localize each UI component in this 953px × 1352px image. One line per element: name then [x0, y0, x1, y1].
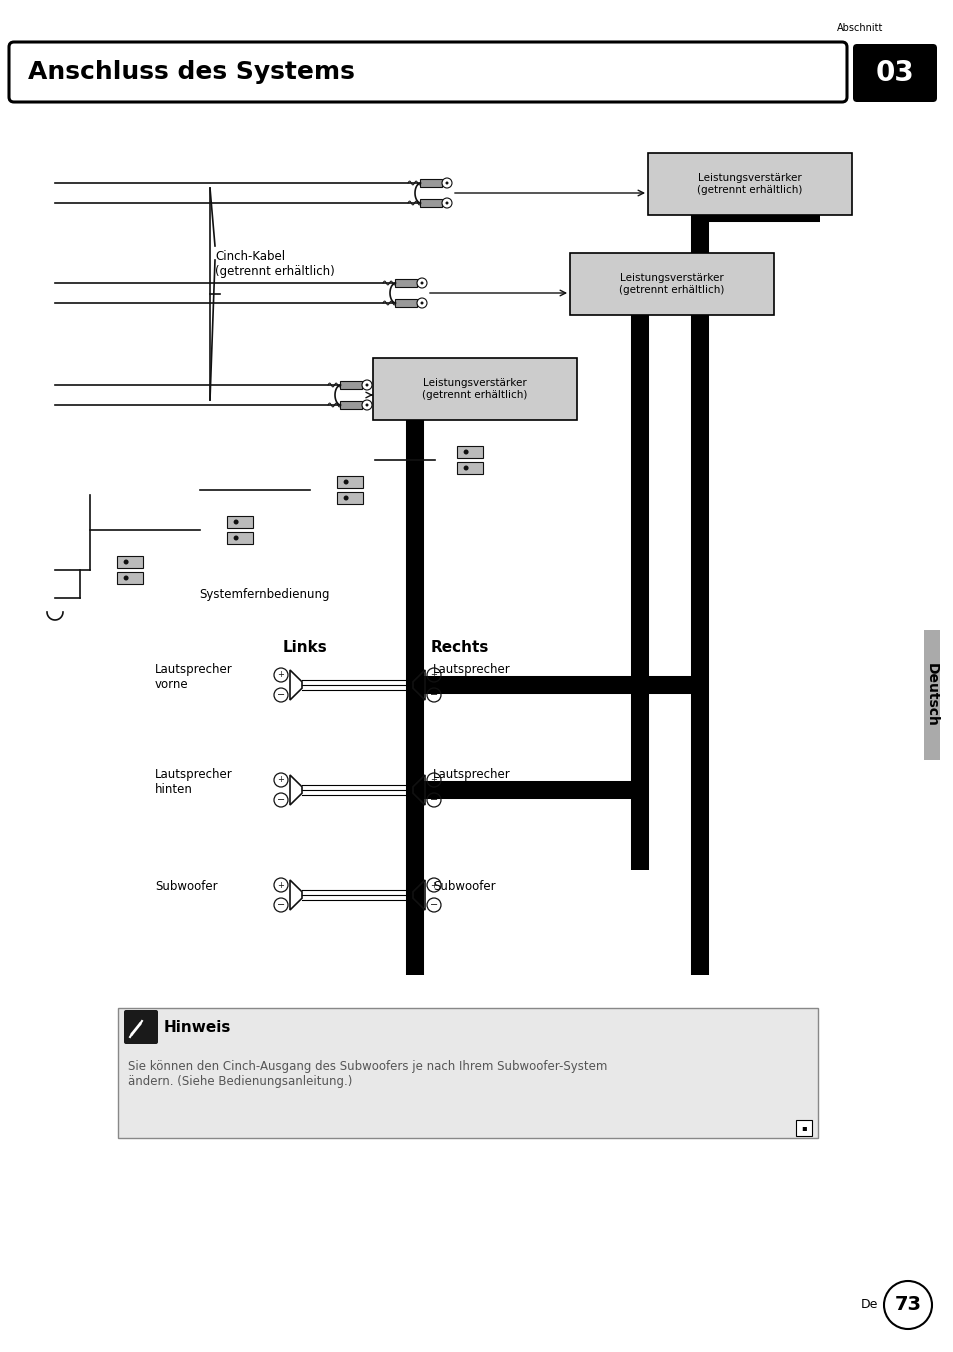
Text: Rechts: Rechts [431, 641, 489, 656]
Circle shape [420, 301, 423, 304]
Text: Lautsprecher
hinten: Lautsprecher hinten [154, 768, 233, 796]
Circle shape [365, 403, 368, 407]
FancyBboxPatch shape [852, 45, 936, 101]
Bar [456, 446, 482, 458]
Bar [336, 476, 363, 488]
FancyBboxPatch shape [9, 42, 846, 101]
Text: Lautsprecher
vorne: Lautsprecher vorne [154, 662, 233, 691]
Circle shape [416, 297, 427, 308]
Text: De: De [860, 1298, 877, 1311]
Circle shape [124, 560, 129, 565]
Text: Sie können den Cinch-Ausgang des Subwoofers je nach Ihrem Subwoofer-System
änder: Sie können den Cinch-Ausgang des Subwoof… [128, 1060, 607, 1088]
Circle shape [420, 281, 423, 284]
Text: 73: 73 [894, 1295, 921, 1314]
Text: Cinch-Kabel
(getrennt erhältlich): Cinch-Kabel (getrennt erhältlich) [214, 250, 335, 279]
Bar [117, 572, 143, 584]
Circle shape [365, 384, 368, 387]
Text: +: + [430, 880, 437, 890]
Text: +: + [277, 880, 284, 890]
Bar [227, 516, 253, 529]
Text: Subwoofer: Subwoofer [433, 880, 496, 894]
Circle shape [361, 400, 372, 410]
Circle shape [416, 279, 427, 288]
Bar [395, 279, 416, 287]
Circle shape [445, 181, 448, 184]
Circle shape [343, 480, 348, 484]
Bar [795, 1119, 811, 1136]
FancyBboxPatch shape [373, 358, 577, 420]
Bar [923, 630, 939, 760]
Text: −: − [276, 795, 285, 804]
Text: Systemfernbedienung: Systemfernbedienung [199, 588, 330, 602]
Text: Subwoofer: Subwoofer [154, 880, 217, 894]
Text: −: − [430, 690, 437, 700]
Circle shape [343, 495, 348, 500]
Text: +: + [277, 671, 284, 680]
FancyBboxPatch shape [124, 1010, 158, 1044]
Text: Leistungsverstärker
(getrennt erhältlich): Leistungsverstärker (getrennt erhältlich… [697, 173, 801, 195]
FancyBboxPatch shape [569, 253, 773, 315]
Text: Deutsch: Deutsch [924, 662, 938, 727]
Text: −: − [430, 900, 437, 910]
Circle shape [233, 519, 238, 525]
Text: +: + [277, 776, 284, 784]
Text: Hinweis: Hinweis [164, 1021, 232, 1036]
FancyBboxPatch shape [647, 153, 851, 215]
Text: −: − [276, 690, 285, 700]
Text: Abschnitt: Abschnitt [836, 23, 882, 32]
Bar [117, 556, 143, 568]
Text: Lautsprecher
hinten: Lautsprecher hinten [433, 768, 510, 796]
Bar [339, 381, 361, 389]
Text: −: − [430, 795, 437, 804]
Text: Lautsprecher
vorne: Lautsprecher vorne [433, 662, 510, 691]
Circle shape [463, 465, 468, 470]
Circle shape [441, 197, 452, 208]
Circle shape [124, 576, 129, 580]
Text: Leistungsverstärker
(getrennt erhältlich): Leistungsverstärker (getrennt erhältlich… [422, 379, 527, 400]
FancyBboxPatch shape [118, 1009, 817, 1138]
Text: ▪: ▪ [801, 1124, 806, 1133]
Text: Links: Links [282, 641, 327, 656]
Circle shape [441, 178, 452, 188]
Text: +: + [430, 671, 437, 680]
Text: −: − [276, 900, 285, 910]
Text: Leistungsverstärker
(getrennt erhältlich): Leistungsverstärker (getrennt erhältlich… [618, 273, 724, 295]
Bar [456, 462, 482, 475]
Text: 03: 03 [875, 59, 913, 87]
Circle shape [361, 380, 372, 389]
Bar [419, 178, 441, 187]
Text: +: + [430, 776, 437, 784]
Bar [419, 199, 441, 207]
Text: Anschluss des Systems: Anschluss des Systems [28, 59, 355, 84]
Circle shape [445, 201, 448, 204]
Bar [336, 492, 363, 504]
Circle shape [463, 449, 468, 454]
Bar [339, 402, 361, 410]
Circle shape [883, 1280, 931, 1329]
Bar [395, 299, 416, 307]
Bar [227, 531, 253, 544]
Circle shape [233, 535, 238, 541]
